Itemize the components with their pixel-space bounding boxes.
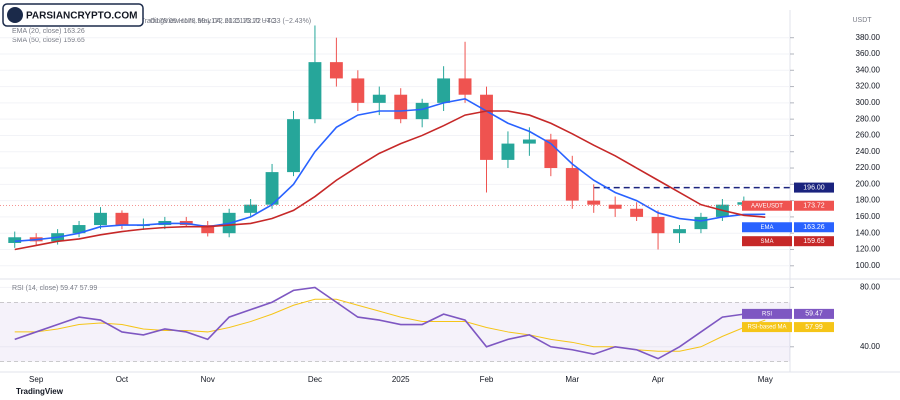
moving-average-line [14,110,766,251]
candle-body [287,119,300,173]
x-tick-label: Apr [652,375,665,384]
x-tick-label: Oct [116,375,129,384]
tag-box [794,308,834,319]
tag-value: 173.72 [803,203,825,210]
indicator-legend: EMA (20, close) 163.26 [12,28,85,35]
candle-body [329,62,343,79]
tag-value: 163.26 [803,224,825,231]
y-tick-label: 80.00 [860,283,881,292]
indicator-line [14,298,766,352]
candle-body [244,204,258,213]
x-tick-label: 2025 [392,375,410,384]
tag-name: AAVEUSDT [751,203,783,209]
y-tick-label: 260.00 [856,131,881,140]
ohlc: O178.05 H178.99 L172.61 C173.72 −4.33 (−… [150,18,311,25]
x-tick-label: Nov [201,375,215,384]
tag-name: SMA [760,239,773,245]
candle-body [72,225,86,234]
tag-box [794,222,834,233]
candle-body [394,94,408,120]
y-tick-label: 240.00 [856,147,881,156]
tag-box [742,308,792,319]
y-tick-label: 100.00 [856,261,881,270]
y-tick-label: 40.00 [860,342,881,351]
indicator-legend: SMA (50, close) 159.65 [12,37,85,44]
tag-box [794,236,834,247]
y-tick-label: 120.00 [856,245,881,254]
y-tick-label: 380.00 [856,33,881,42]
y-tick-label: 320.00 [856,82,881,91]
tag-box [794,322,834,333]
indicator-line [14,286,766,360]
tag-name: RSI [762,311,772,317]
tag-box [794,200,834,211]
candle-body [437,78,451,103]
y-tick-label: 200.00 [856,179,881,188]
candle-body [565,168,579,201]
y-tick-label: 360.00 [856,49,881,58]
x-tick-label: Dec [308,375,322,384]
y-tick-label: 220.00 [856,163,881,172]
rsi-band [0,302,790,362]
footer-logo: TradingView [16,387,64,396]
x-tick-label: May [758,375,773,384]
candle-body [372,94,386,103]
candle-body [480,94,493,160]
published: AAVEUSDT published on TradingView.com, M… [60,18,276,25]
candle-body [201,225,215,234]
y-tick-label: 280.00 [856,114,881,123]
candle-body [501,143,515,160]
plot-area: 100.00 120.00 140.00 160.00 180.00 200.00 220.… [0,25,881,384]
moving-average-line [14,97,766,243]
y-tick-label: 340.00 [856,65,881,74]
tag-box [742,322,792,333]
tag-box [742,236,792,247]
tag-box [742,222,792,233]
tag-box [742,200,792,211]
candle-body [115,212,129,226]
x-tick-label: Sep [29,375,44,384]
candle-body [608,204,622,209]
tag-value: 57.99 [805,324,823,331]
tag-name: RSI-based MA [747,325,786,331]
x-tick-label: Feb [480,375,494,384]
candle-body [351,78,365,103]
y-tick-label: 300.00 [856,98,881,107]
watermark-logo [7,7,23,23]
tag-value: 59.47 [805,311,823,318]
tag-name: EMA [760,225,773,231]
panel-title: RSI (14, close) 59.47 57.99 [12,285,97,292]
candle-body [308,62,322,120]
candle-body [651,216,665,234]
watermark-box [2,3,144,27]
currency: USDT [852,17,872,24]
candle-body [415,102,429,120]
candle-body [265,172,279,205]
candle-body [8,237,22,243]
tag-value: 159.65 [803,238,825,245]
candle-body [630,208,644,217]
candle-body [673,229,686,234]
watermark-text: PARSIANCRYPTO.COM [26,11,138,22]
candle-body [694,216,708,230]
tag-box [794,182,834,193]
watermark: PARSIANCRYPTO.COM [2,3,144,27]
candle-body [587,200,601,205]
y-tick-label: 160.00 [856,212,881,221]
y-tick-label: 180.00 [856,196,881,205]
x-tick-label: Mar [565,375,579,384]
candle-body [458,78,472,95]
tag-value: 196.00 [803,184,825,191]
candle-body [94,212,107,226]
y-tick-label: 140.00 [856,228,881,237]
candle-body [522,139,536,144]
